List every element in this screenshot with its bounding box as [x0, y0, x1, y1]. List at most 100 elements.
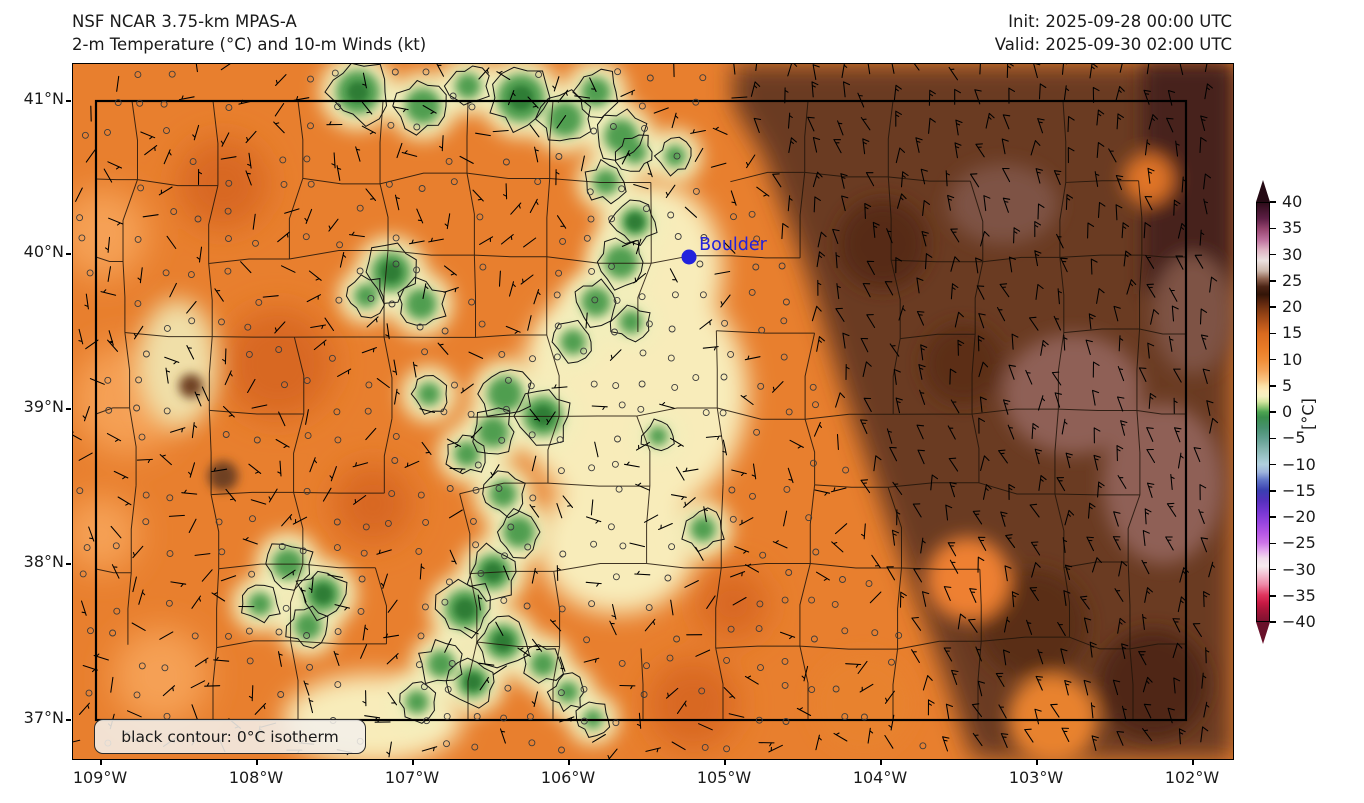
calm-wind-circle [888, 658, 895, 666]
wind-barb [801, 665, 809, 682]
calm-wind-circle [642, 205, 650, 213]
wind-barb [787, 112, 793, 129]
county-line [124, 332, 131, 408]
wind-barb [976, 285, 985, 300]
calm-wind-circle [215, 518, 223, 526]
wind-barb [224, 370, 233, 386]
county-line [1063, 567, 1070, 638]
wind-barb [376, 549, 392, 555]
wind-barb [922, 200, 931, 217]
wind-barb [383, 633, 400, 639]
county-line [549, 100, 554, 179]
county-line [209, 409, 304, 415]
wind-barb [1177, 452, 1184, 469]
wind-barb [1061, 64, 1067, 75]
wind-barb [508, 281, 516, 297]
calm-wind-circle [142, 491, 150, 499]
wind-barb [460, 383, 474, 394]
wind-barb [131, 622, 146, 631]
wind-barb [789, 439, 804, 449]
calm-wind-circle [590, 540, 598, 548]
county-line [892, 338, 901, 415]
wind-barb [138, 589, 146, 605]
wind-barb [873, 455, 882, 472]
wind-barb [1179, 567, 1189, 583]
wind-barb [1030, 140, 1041, 156]
calm-wind-circle [248, 570, 256, 578]
wind-barb [277, 460, 282, 477]
wind-barb [919, 389, 926, 405]
wind-barb [1142, 530, 1150, 547]
calm-wind-circle [134, 300, 142, 308]
colorbar-tick-mark [1270, 437, 1276, 439]
isotherm-loop [466, 542, 517, 602]
county-line [1136, 410, 1186, 415]
wind-barb [1056, 233, 1064, 249]
calm-wind-circle [364, 407, 372, 415]
wind-barb [978, 417, 986, 434]
colorbar-tick-mark [1270, 568, 1276, 571]
y-tick-label: 38°N [23, 552, 64, 571]
wind-barb [408, 239, 425, 245]
calm-wind-circle [278, 543, 286, 550]
calm-wind-circle [137, 184, 145, 192]
wind-barb [1192, 623, 1202, 638]
wind-barb [787, 195, 793, 212]
wind-barb [1119, 64, 1123, 73]
county-line [1063, 328, 1140, 334]
calm-wind-circle [759, 551, 767, 559]
colorbar-tick-mark [1270, 463, 1276, 466]
wind-barb [744, 563, 760, 573]
wind-barb [364, 715, 381, 721]
calm-wind-circle [699, 291, 707, 299]
wind-barb [943, 586, 952, 601]
wind-barb [1064, 679, 1072, 696]
wind-barb [833, 138, 842, 154]
init-time: Init: 2025-09-28 00:00 UTC [1008, 12, 1232, 31]
wind-barb [732, 596, 747, 606]
wind-barb [889, 446, 898, 462]
wind-barb [1120, 420, 1128, 436]
calm-wind-circle [357, 607, 365, 615]
wind-barb [1087, 222, 1095, 239]
wind-barb [84, 293, 89, 310]
wind-barb [100, 289, 117, 296]
run-times: Init: 2025-09-28 00:00 UTC Valid: 2025-0… [995, 10, 1232, 56]
wind-barb [242, 537, 258, 545]
isotherm-loop [551, 319, 592, 364]
wind-barb [116, 75, 120, 92]
wind-barb [250, 499, 267, 505]
calm-wind-circle [225, 104, 233, 112]
wind-barb [1175, 255, 1184, 270]
calm-wind-circle [753, 428, 761, 436]
wind-barb [85, 149, 96, 163]
wind-barb [531, 638, 543, 652]
isotherm-loop [596, 108, 648, 161]
wind-barb [620, 89, 636, 97]
wind-barb [164, 356, 180, 365]
county-line [208, 258, 290, 264]
wind-barb [387, 599, 398, 613]
calm-wind-circle [588, 600, 596, 608]
x-tick-mark [1036, 759, 1038, 765]
wind-barb [1031, 423, 1039, 440]
wind-barb [106, 433, 122, 442]
calm-wind-circle [473, 713, 481, 720]
wind-barb [194, 657, 209, 667]
wind-barb [1034, 250, 1042, 267]
wind-barb [1150, 309, 1160, 325]
wind-barb [835, 307, 845, 322]
calm-wind-circle [783, 485, 791, 493]
county-line [716, 330, 815, 334]
wind-barb [337, 368, 352, 377]
wind-barb [361, 101, 373, 115]
wind-barb [862, 138, 870, 155]
county-line [978, 482, 1055, 495]
wind-barb [857, 92, 865, 108]
y-tick-mark [66, 100, 71, 102]
calm-wind-circle [303, 155, 311, 163]
calm-wind-circle [580, 347, 588, 355]
wind-barb [190, 680, 206, 689]
wind-barb [220, 156, 237, 160]
wind-barb [103, 168, 113, 183]
